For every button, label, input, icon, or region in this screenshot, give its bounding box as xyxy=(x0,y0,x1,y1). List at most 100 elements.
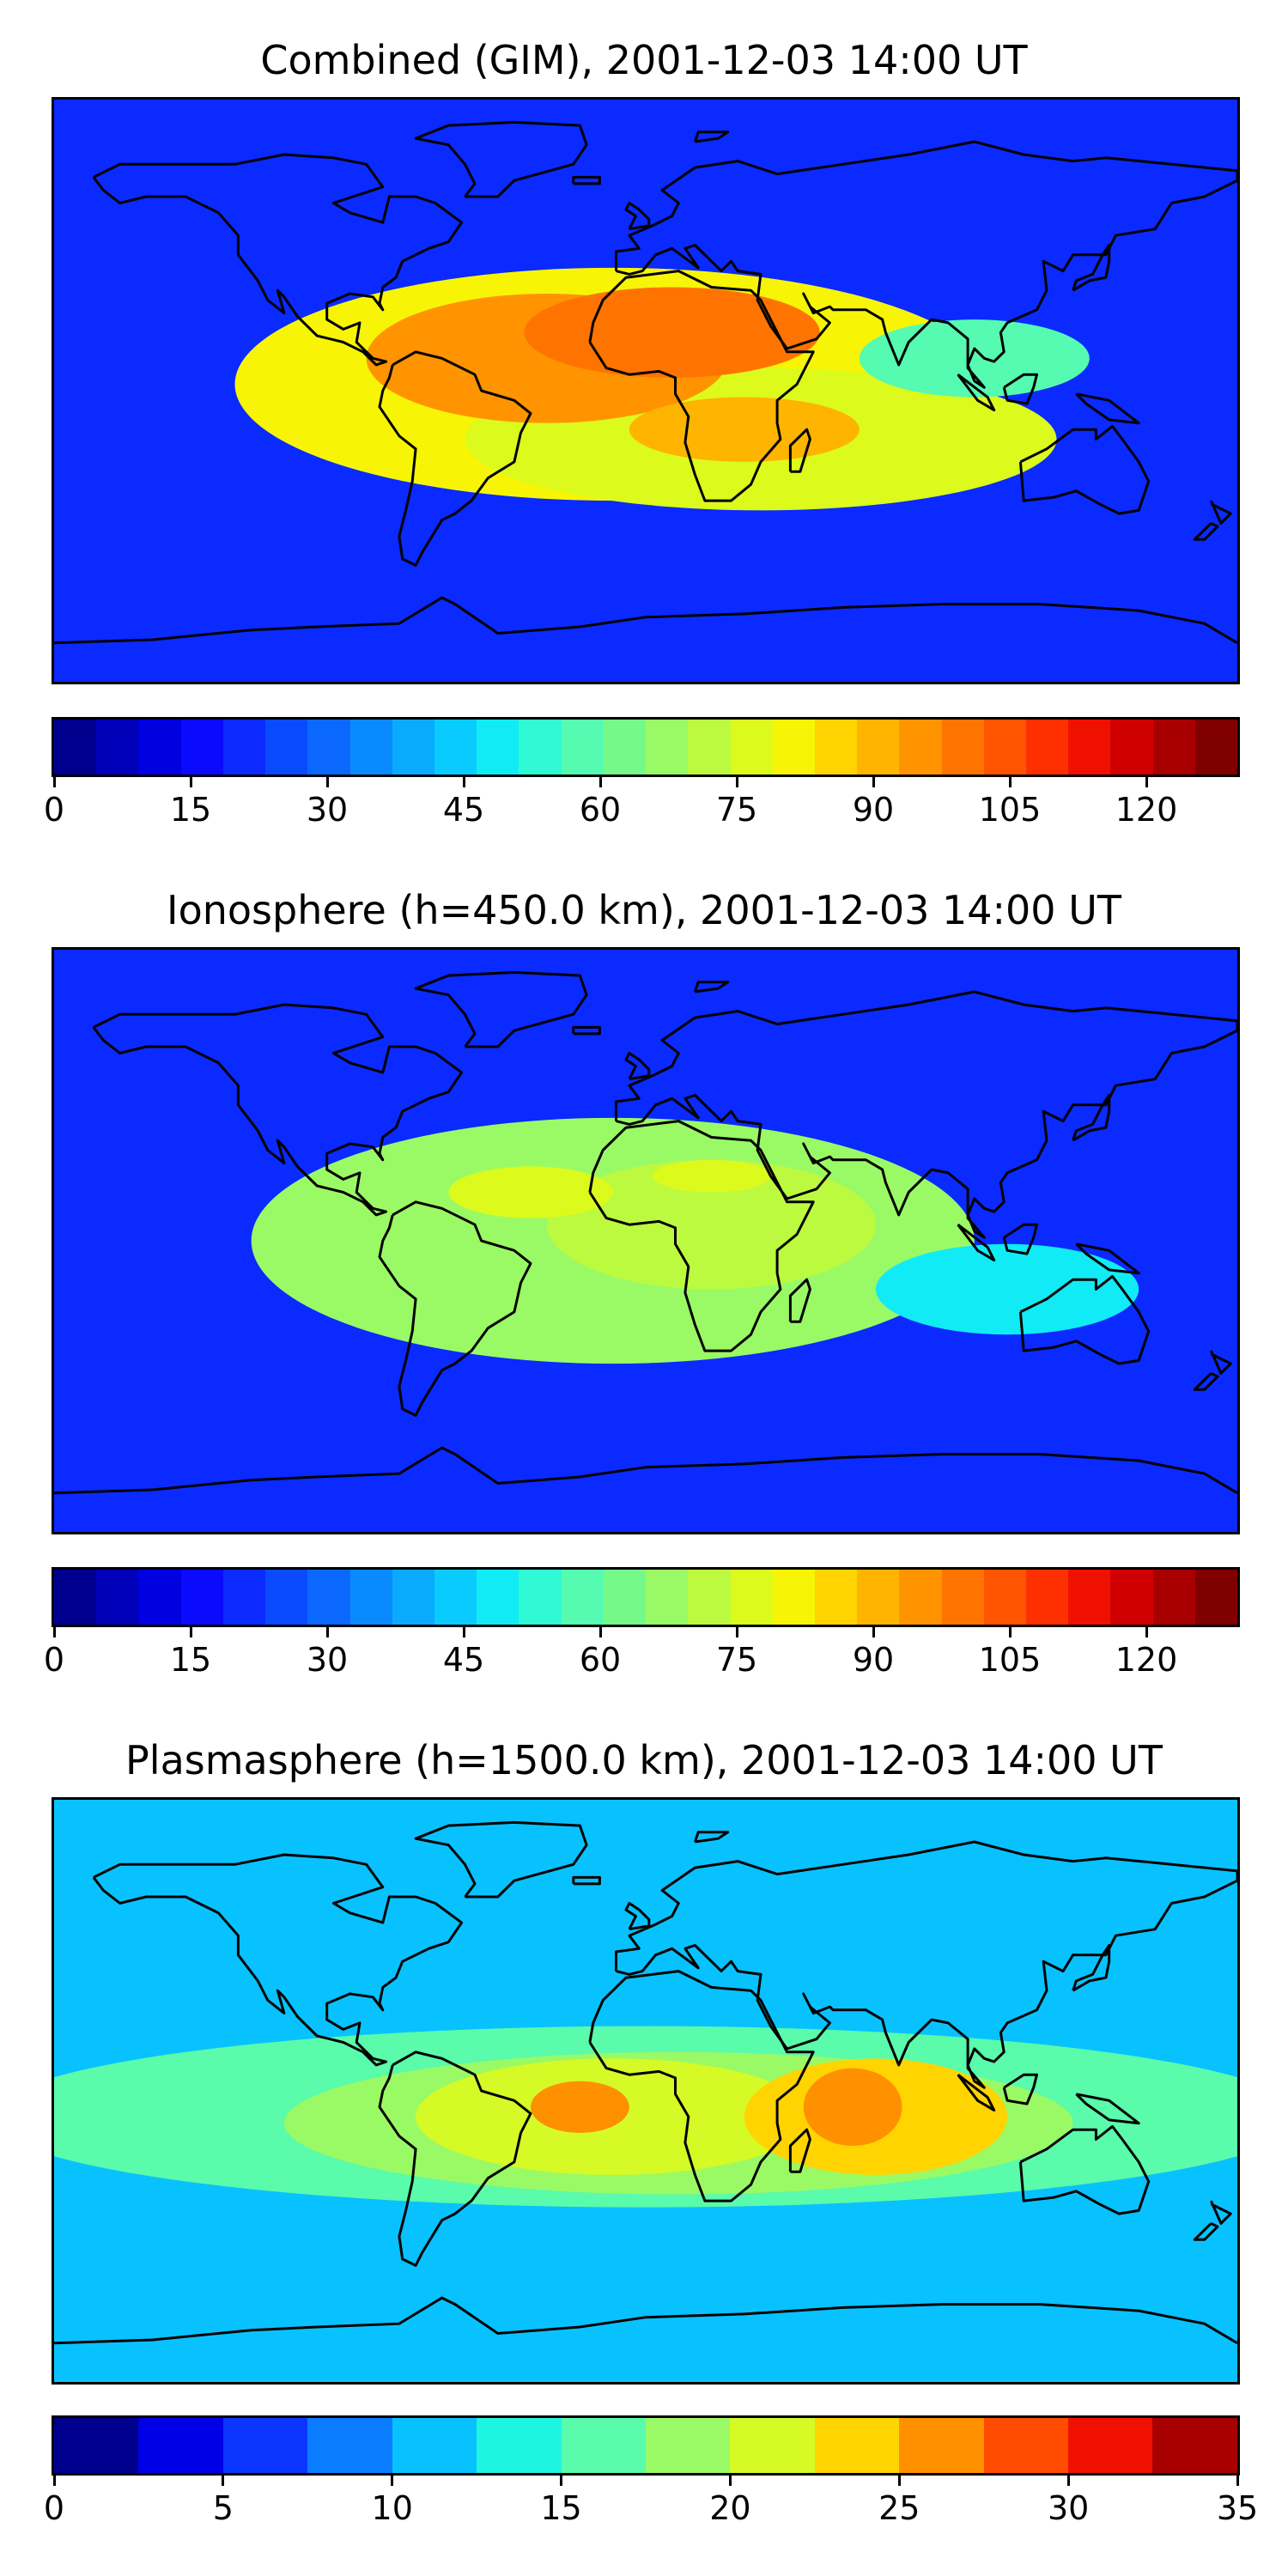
colorbar-segment xyxy=(941,1570,984,1625)
coastline-15 xyxy=(693,1831,730,1844)
colorbar-segment xyxy=(983,720,1027,775)
colorbar-tick-mark xyxy=(462,777,465,787)
colorbar-segment xyxy=(54,1570,97,1625)
colorbar-segment xyxy=(222,2418,308,2473)
contour-region-5 xyxy=(629,397,860,462)
panel-3-colorbar xyxy=(52,2415,1240,2476)
colorbar-segment xyxy=(477,1570,519,1625)
colorbar-segment xyxy=(434,720,477,775)
colorbar-segment xyxy=(1152,1570,1195,1625)
colorbar-tick-mark xyxy=(189,1627,192,1637)
contour-region-5 xyxy=(531,2081,629,2133)
coastline-12 xyxy=(1075,392,1140,425)
colorbar-segment xyxy=(561,720,604,775)
coastline-antarctica xyxy=(54,2296,1237,2345)
colorbar-tick-label: 15 xyxy=(169,791,212,829)
colorbar-segment xyxy=(307,2418,392,2473)
colorbar-tick-label: 105 xyxy=(978,1641,1042,1679)
coastline-10 xyxy=(1002,2073,1038,2105)
panel-1-colorbar-ticks: 0 15 30 45 60 75 90 105 120 xyxy=(44,777,1240,829)
colorbar-segment xyxy=(730,1570,773,1625)
coastline-7 xyxy=(1072,1944,1111,1992)
colorbar-segment xyxy=(519,720,562,775)
coastline-16 xyxy=(572,1025,601,1036)
panel-3-colorbar-ticks: 0 5 10 15 20 25 30 35 xyxy=(44,2476,1258,2527)
coastline-14 xyxy=(1193,522,1219,541)
contour-region-3 xyxy=(448,1166,613,1218)
colorbar-segment xyxy=(265,1570,308,1625)
colorbar-tick-label: 105 xyxy=(978,791,1042,829)
coastline-16 xyxy=(572,1875,601,1886)
colorbar-tick-mark xyxy=(1008,777,1012,787)
colorbar-tick-label: 90 xyxy=(852,791,895,829)
coastline-13 xyxy=(1210,1350,1232,1375)
colorbar-tick-mark xyxy=(1145,777,1148,787)
colorbar-tick-label: 75 xyxy=(715,1641,758,1679)
colorbar-segment xyxy=(392,720,434,775)
colorbar-tick-label: 10 xyxy=(371,2489,413,2527)
colorbar-segment xyxy=(222,1570,266,1625)
colorbar-tick-label: 30 xyxy=(306,1641,349,1679)
contour-region-6 xyxy=(859,319,1090,398)
panel-1-title: Combined (GIM), 2001-12-03 14:00 UT xyxy=(260,37,1028,83)
colorbar-segment xyxy=(1194,720,1237,775)
coastline-9 xyxy=(788,2128,811,2173)
colorbar-segment xyxy=(561,1570,604,1625)
colorbar-segment xyxy=(180,720,223,775)
colorbar-tick-mark xyxy=(728,2476,732,2486)
colorbar-segment xyxy=(1152,720,1195,775)
panel-1-map xyxy=(52,97,1240,684)
colorbar-segment xyxy=(349,1570,392,1625)
colorbar-tick-mark xyxy=(897,2476,901,2486)
colorbar-segment xyxy=(1068,720,1111,775)
coastline-5 xyxy=(615,1840,1237,2089)
colorbar-segment xyxy=(730,720,773,775)
colorbar-segment xyxy=(307,720,350,775)
coastline-16 xyxy=(572,175,601,185)
coastline-10 xyxy=(1002,373,1038,405)
colorbar-segment xyxy=(1110,720,1153,775)
coastline-11 xyxy=(957,1224,996,1262)
colorbar-tick-mark xyxy=(391,2476,394,2486)
coastline-2 xyxy=(414,1820,588,1899)
coastline-3 xyxy=(378,1200,532,1417)
colorbar-tick-mark xyxy=(560,2476,563,2486)
colorbar-segment xyxy=(1110,1570,1153,1625)
coastline-7 xyxy=(1072,244,1111,292)
coastline-3 xyxy=(378,2050,532,2267)
colorbar-tick-mark xyxy=(735,1627,738,1637)
colorbar-segment xyxy=(477,720,519,775)
panel-2-colorbar xyxy=(52,1567,1240,1627)
coastline-antarctica xyxy=(54,1446,1237,1495)
colorbar-tick-mark xyxy=(52,2476,56,2486)
coastline-1 xyxy=(92,1853,464,2067)
colorbar-tick-mark xyxy=(462,1627,465,1637)
colorbar-segment xyxy=(983,2418,1069,2473)
coastline-15 xyxy=(693,981,730,993)
colorbar-segment xyxy=(222,720,266,775)
coastline-3 xyxy=(378,350,532,567)
colorbar-segment xyxy=(772,720,815,775)
colorbar-tick-label: 45 xyxy=(442,791,485,829)
coastline-13 xyxy=(1210,2200,1232,2225)
coastline-2 xyxy=(414,970,588,1048)
coastline-8 xyxy=(1018,424,1151,515)
contour-region-4 xyxy=(652,1159,771,1193)
colorbar-segment xyxy=(307,1570,350,1625)
colorbar-tick-mark xyxy=(1066,2476,1070,2486)
panel-1-colorbar xyxy=(52,717,1240,777)
coastline-6 xyxy=(624,202,651,231)
colorbar-segment xyxy=(519,1570,562,1625)
colorbar-tick-mark xyxy=(1236,2476,1239,2486)
colorbar-tick-mark xyxy=(325,1627,329,1637)
colorbar-tick-mark xyxy=(872,777,875,787)
colorbar-tick-label: 20 xyxy=(709,2489,751,2527)
colorbar-segment xyxy=(54,2418,139,2473)
coastline-10 xyxy=(1002,1223,1038,1255)
colorbar-segment xyxy=(392,2418,477,2473)
colorbar-segment xyxy=(96,1570,139,1625)
colorbar-tick-label: 60 xyxy=(579,791,622,829)
colorbar-segment xyxy=(477,2418,562,2473)
colorbar-tick-mark xyxy=(52,1627,56,1637)
colorbar-segment xyxy=(688,1570,731,1625)
